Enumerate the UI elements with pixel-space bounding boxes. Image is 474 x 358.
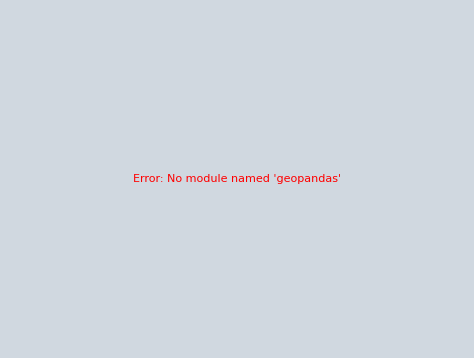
Text: Error: No module named 'geopandas': Error: No module named 'geopandas': [133, 174, 341, 184]
